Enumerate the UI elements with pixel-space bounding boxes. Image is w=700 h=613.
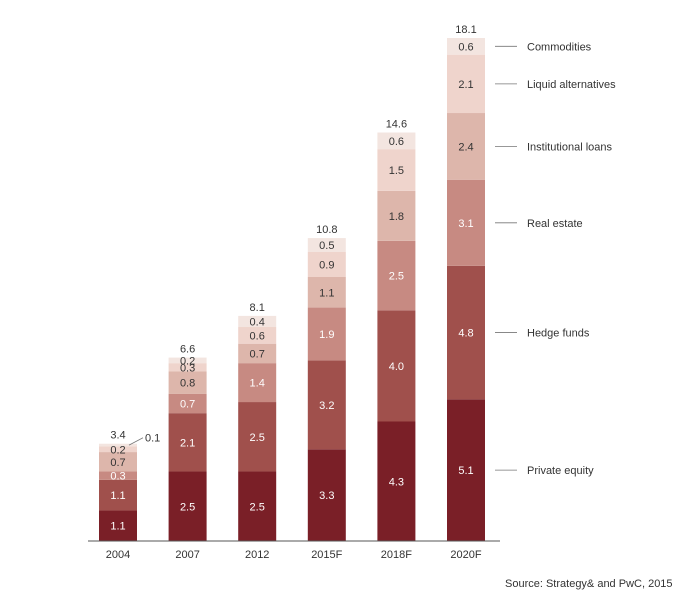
bar-segment-2007-private-equity (168, 471, 207, 541)
legend-label-private-equity: Private equity (527, 465, 594, 477)
value-label-2012-institutional-loans: 0.7 (250, 348, 265, 360)
bar-segment-2012-commodities (238, 315, 277, 328)
total-label-2007: 6.6 (180, 344, 195, 356)
value-label-2012-liquid-alternatives: 0.6 (250, 330, 265, 342)
value-label-2018f-commodities: 0.6 (389, 136, 404, 148)
value-label-2012-hedge-funds: 2.5 (250, 432, 265, 444)
bar-segment-2018f-hedge-funds (377, 310, 416, 422)
bar-segment-2018f-private-equity (377, 421, 416, 541)
legend-label-hedge-funds: Hedge funds (527, 328, 590, 340)
bar-segment-2020f-hedge-funds (447, 265, 485, 400)
bar-segment-2007-liquid-alternatives (168, 363, 207, 372)
bar-segment-2012-real-estate (238, 363, 277, 403)
value-label-2004-institutional-loans: 0.7 (110, 457, 125, 469)
legend: Private equity Hedge funds Real estate Inst… (495, 41, 616, 477)
x-tick-2015f: 2015F (311, 549, 342, 561)
x-tick-2012: 2012 (245, 549, 269, 561)
bar-segment-2004-institutional-loans (99, 452, 137, 472)
legend-label-liquid-alternatives: Liquid alternatives (527, 79, 616, 91)
value-label-2012-commodities: 0.4 (250, 316, 265, 328)
value-label-2004-real-estate: 0.3 (110, 471, 125, 483)
value-label-2004-private-equity: 1.1 (110, 521, 125, 533)
bar-segment-2012-institutional-loans (238, 343, 277, 364)
bar-segment-2015f-commodities (307, 238, 346, 252)
x-tick-2018f: 2018F (381, 549, 412, 561)
bars-group (99, 38, 485, 541)
value-label-2004-commodities: 0.1 (145, 433, 160, 445)
source-note: Source: Strategy& and PwC, 2015 (505, 578, 673, 590)
total-label-2015f: 10.8 (316, 224, 337, 236)
callout-line-2004-commodities (128, 437, 144, 446)
bar-segment-2018f-liquid-alternatives (377, 149, 416, 191)
value-label-2018f-institutional-loans: 1.8 (389, 211, 404, 223)
bar-segment-2018f-commodities (377, 132, 416, 150)
legend-label-real-estate: Real estate (527, 218, 583, 230)
value-label-2004-liquid-alternatives: 0.2 (110, 444, 125, 456)
bar-segment-2012-liquid-alternatives (238, 327, 277, 344)
value-label-2020f-private-equity: 5.1 (458, 465, 473, 477)
bar-segment-2015f-hedge-funds (307, 360, 346, 450)
value-label-2007-commodities: 0.2 (180, 355, 195, 367)
value-label-2012-real-estate: 1.4 (250, 378, 265, 390)
bar-segment-2004-real-estate (99, 471, 137, 480)
bar-segment-2007-real-estate (168, 393, 207, 414)
bar-segment-2015f-real-estate (307, 307, 346, 361)
value-label-2007-institutional-loans: 0.8 (180, 378, 195, 390)
bar-segment-2004-hedge-funds (99, 479, 137, 511)
bar-segment-2020f-institutional-loans (447, 113, 485, 180)
value-label-2015f-private-equity: 3.3 (319, 490, 334, 502)
legend-label-institutional-loans: Institutional loans (527, 141, 612, 153)
bar-segment-2018f-real-estate (377, 240, 416, 311)
bar-segment-2004-private-equity (99, 510, 137, 541)
x-tick-2004: 2004 (106, 549, 130, 561)
value-label-2007-hedge-funds: 2.1 (180, 437, 195, 449)
value-label-2015f-commodities: 0.5 (319, 240, 334, 252)
bar-segment-2015f-liquid-alternatives (307, 251, 346, 277)
labels-group: 1.11.10.30.70.20.13.42.52.10.70.80.30.26… (110, 24, 476, 533)
total-label-2012: 8.1 (250, 302, 265, 314)
bar-segment-2012-hedge-funds (238, 402, 277, 472)
value-label-2007-private-equity: 2.5 (180, 501, 195, 513)
bar-segment-2012-private-equity (238, 471, 277, 541)
value-label-2015f-institutional-loans: 1.1 (319, 287, 334, 299)
value-label-2020f-liquid-alternatives: 2.1 (458, 79, 473, 91)
value-label-2012-private-equity: 2.5 (250, 501, 265, 513)
value-label-2007-liquid-alternatives: 0.3 (180, 362, 195, 374)
legend-label-commodities: Commodities (527, 41, 592, 53)
total-label-2004: 3.4 (110, 430, 125, 442)
value-label-2004-hedge-funds: 1.1 (110, 490, 125, 502)
bar-segment-2020f-commodities (447, 38, 485, 55)
value-label-2015f-liquid-alternatives: 0.9 (319, 259, 334, 271)
bar-segment-2004-commodities (99, 443, 137, 447)
value-label-2020f-hedge-funds: 4.8 (458, 328, 473, 340)
x-tick-2020f: 2020F (450, 549, 481, 561)
bar-segment-2007-commodities (168, 357, 207, 364)
bar-segment-2004-liquid-alternatives (99, 446, 137, 453)
bar-segment-2020f-liquid-alternatives (447, 54, 485, 114)
value-label-2020f-real-estate: 3.1 (458, 218, 473, 230)
total-label-2018f: 14.6 (386, 118, 407, 130)
value-label-2018f-private-equity: 4.3 (389, 476, 404, 488)
value-label-2007-real-estate: 0.7 (180, 398, 195, 410)
value-label-2015f-hedge-funds: 3.2 (319, 400, 334, 412)
value-label-2020f-institutional-loans: 2.4 (458, 141, 473, 153)
x-axis-ticks: 2004 2007 2012 2015F 2018F 2020F (106, 549, 482, 561)
value-label-2015f-real-estate: 1.9 (319, 329, 334, 341)
total-label-2020f: 18.1 (455, 24, 476, 36)
value-label-2018f-hedge-funds: 4.0 (389, 361, 404, 373)
bar-segment-2007-hedge-funds (168, 413, 207, 472)
bar-segment-2015f-private-equity (307, 449, 346, 541)
value-label-2018f-real-estate: 2.5 (389, 271, 404, 283)
bar-segment-2018f-institutional-loans (377, 190, 416, 241)
bar-segment-2020f-private-equity (447, 399, 485, 541)
value-label-2020f-commodities: 0.6 (458, 41, 473, 53)
bar-segment-2015f-institutional-loans (307, 276, 346, 308)
bar-segment-2020f-real-estate (447, 179, 485, 266)
value-label-2018f-liquid-alternatives: 1.5 (389, 165, 404, 177)
x-tick-2007: 2007 (175, 549, 199, 561)
bar-segment-2007-institutional-loans (168, 371, 207, 394)
